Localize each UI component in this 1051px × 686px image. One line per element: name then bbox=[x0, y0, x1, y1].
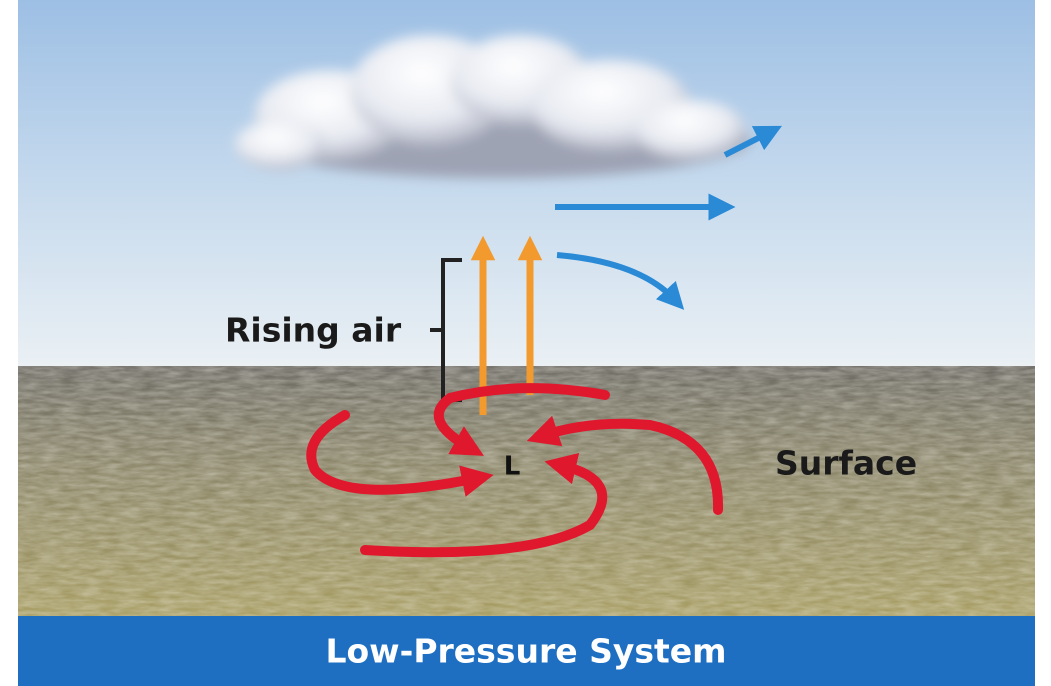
page: Rising air L Surface Low-Pressure System… bbox=[0, 0, 1051, 686]
ground-texture bbox=[18, 366, 1035, 616]
rising-air-label: Rising air bbox=[225, 311, 402, 350]
low-center-label: L bbox=[504, 452, 521, 482]
diagram: Rising air L Surface Low-Pressure System bbox=[0, 0, 1051, 686]
surface-label: Surface bbox=[775, 444, 917, 483]
title: Low-Pressure System bbox=[325, 632, 726, 671]
